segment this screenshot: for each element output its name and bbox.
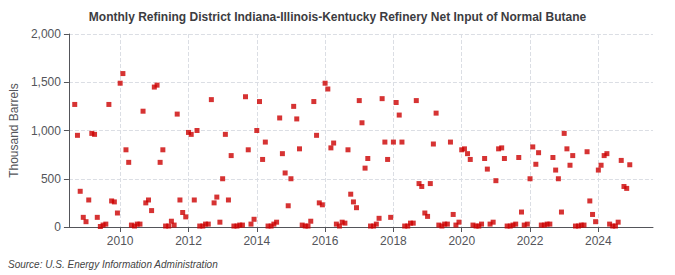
svg-text:Source: U.S. Energy Informatio: Source: U.S. Energy Information Administ… <box>8 259 218 270</box>
svg-text:2012: 2012 <box>175 234 202 248</box>
svg-text:Monthly Refining District Indi: Monthly Refining District Indiana-Illino… <box>89 10 587 24</box>
svg-text:2010: 2010 <box>107 234 134 248</box>
svg-text:2016: 2016 <box>312 234 339 248</box>
svg-text:2018: 2018 <box>380 234 407 248</box>
svg-text:2020: 2020 <box>448 234 475 248</box>
svg-text:2,000: 2,000 <box>31 27 61 41</box>
svg-text:2014: 2014 <box>243 234 270 248</box>
svg-text:1,500: 1,500 <box>31 75 61 89</box>
svg-text:0: 0 <box>54 220 61 234</box>
svg-text:2024: 2024 <box>585 234 612 248</box>
svg-text:2022: 2022 <box>517 234 544 248</box>
svg-text:Thousand Barrels: Thousand Barrels <box>7 83 21 178</box>
svg-text:1,000: 1,000 <box>31 124 61 138</box>
svg-text:500: 500 <box>41 172 61 186</box>
